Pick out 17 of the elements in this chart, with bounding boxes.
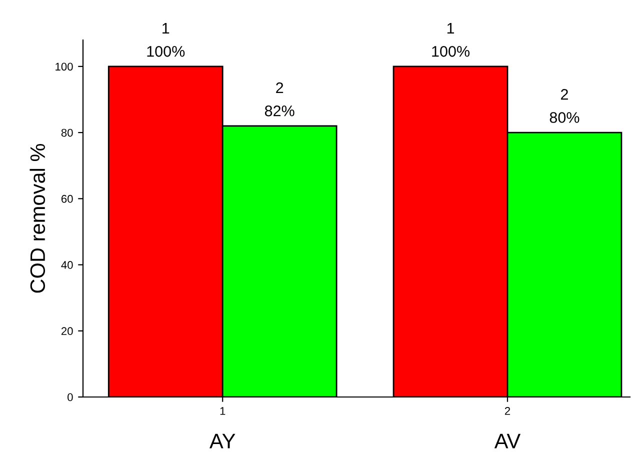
category-label: 2 (560, 88, 568, 100)
data-label: 100% (432, 46, 470, 57)
y-tick-label: 80 (61, 128, 73, 137)
text: AV (494, 434, 521, 448)
y-tick-label: 60 (61, 194, 73, 203)
y-tick-label: 40 (61, 261, 73, 269)
text: 1 (162, 23, 170, 34)
y-tick-label: 100 (56, 62, 73, 71)
y-tick-label: 20 (61, 327, 73, 336)
category-label: 1 (447, 23, 454, 34)
data-label: 80% (550, 112, 580, 123)
data-label: 100% (147, 46, 185, 57)
y-axis-title: COD removal % (30, 144, 46, 293)
data-label: 82% (264, 105, 294, 116)
text: 2 (276, 82, 284, 94)
y-tick-label: 0 (68, 393, 73, 402)
text: AY (210, 434, 236, 448)
